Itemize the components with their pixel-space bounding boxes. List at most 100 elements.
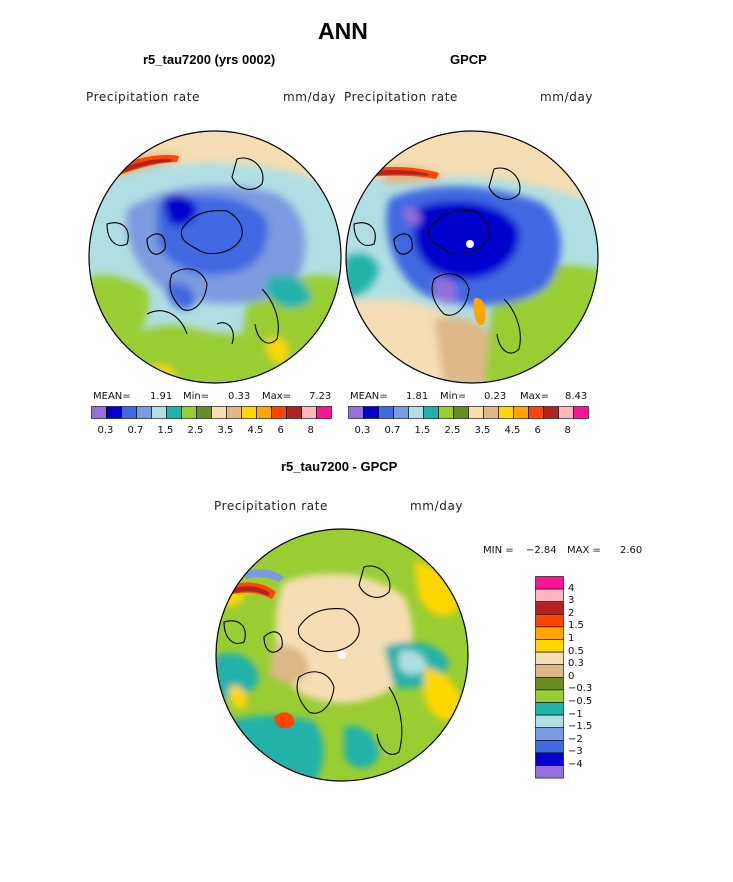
difference-max-value: 2.60: [620, 545, 643, 556]
panel-2-max-value: 8.43: [565, 391, 588, 402]
colorbar-tick-label: 4.5: [504, 425, 521, 436]
panel-2-subtitle: GPCP: [450, 52, 487, 67]
colorbar-swatch: [535, 601, 564, 615]
colorbar-swatch: [535, 689, 564, 703]
colorbar-swatch: [535, 714, 564, 729]
colorbar-tick-label: 1.5: [568, 620, 584, 632]
colorbar-tick-label: 6: [277, 425, 284, 436]
panel-1-subtitle: r5_tau7200 (yrs 0002): [143, 52, 276, 67]
colorbar-swatch: [106, 406, 122, 419]
panel-1-variable: Precipitation rate: [86, 90, 200, 104]
difference-variable: Precipitation rate: [214, 499, 328, 513]
colorbar-swatch: [91, 406, 107, 419]
colorbar-swatch: [196, 406, 212, 419]
colorbar-tick-label: −1.5: [568, 721, 593, 733]
map-model: [88, 130, 342, 384]
panel-2-variable: Precipitation rate: [344, 90, 458, 104]
colorbar-swatch: [535, 639, 564, 653]
colorbar-tick-label: 1.5: [157, 425, 174, 436]
panel-1-units: mm/day: [283, 90, 337, 104]
colorbar-tick-label: −3: [568, 746, 583, 758]
panel-1-min-label: Min=: [183, 391, 210, 402]
colorbar-swatch: [393, 406, 409, 419]
colorbar-tick-label: 0: [568, 670, 575, 682]
colorbar-swatch: [528, 406, 544, 419]
colorbar-swatch: [301, 406, 317, 419]
colorbar-tick-label: 3: [568, 595, 575, 607]
colorbar-tick-label: 8: [564, 425, 571, 436]
colorbar-tick-label: −2: [568, 733, 583, 745]
colorbar-tick-label: 1: [568, 633, 575, 644]
colorbar-tick-label: 0.7: [384, 425, 401, 436]
difference-subtitle: r5_tau7200 - GPCP: [281, 459, 398, 474]
colorbar-swatch: [166, 406, 182, 419]
colorbar-swatch: [543, 406, 559, 419]
colorbar-tick-label: 0.3: [568, 658, 584, 670]
map-gpcp: [345, 130, 599, 384]
colorbar-swatch: [535, 576, 564, 590]
panel-1-mean-label: MEAN=: [93, 391, 131, 402]
panel-2-min-value: 0.23: [484, 391, 507, 402]
colorbar-swatch: [483, 406, 499, 419]
colorbar-swatch: [558, 406, 574, 419]
difference-min-label: MIN =: [483, 545, 514, 556]
map-difference: [215, 528, 469, 782]
colorbar-tick-label: 1.5: [414, 425, 431, 436]
colorbar-swatch: [535, 651, 564, 665]
colorbar-tick-label: 6: [534, 425, 541, 436]
colorbar-swatch: [438, 406, 454, 419]
colorbar-swatch: [513, 406, 529, 419]
colorbar-swatch: [535, 664, 564, 678]
page-title: ANN: [318, 18, 368, 44]
colorbar-tick-label: 8: [307, 425, 314, 436]
colorbar-swatch: [121, 406, 137, 419]
difference-units: mm/day: [410, 499, 464, 513]
panel-1-min-value: 0.33: [228, 391, 251, 402]
colorbar-tick-label: 4: [568, 582, 575, 594]
difference-min-value: −2.84: [526, 545, 557, 556]
colorbar-tick-label: 0.3: [354, 425, 371, 436]
colorbar-swatch: [498, 406, 514, 419]
panel-1-mean-value: 1.91: [150, 391, 173, 402]
difference-max-label: MAX =: [567, 545, 601, 556]
colorbar-swatch: [286, 406, 302, 419]
colorbar-swatch: [535, 613, 564, 628]
colorbar-swatch: [316, 406, 332, 419]
panel-2-units: mm/day: [540, 90, 594, 104]
colorbar-swatch: [408, 406, 424, 419]
colorbar-swatch: [468, 406, 484, 419]
colorbar-swatch: [535, 752, 564, 766]
colorbar-swatch: [453, 406, 469, 419]
colorbar-tick-label: 3.5: [474, 425, 491, 436]
colorbar-swatch: [535, 702, 564, 716]
colorbar-swatch: [535, 740, 564, 754]
colorbar-tick-label: −0.3: [568, 683, 593, 695]
colorbar-model: [91, 406, 332, 419]
colorbar-swatch: [348, 406, 364, 419]
colorbar-tick-label: 2: [568, 607, 575, 619]
colorbar-swatch: [181, 406, 197, 419]
colorbar-swatch: [226, 406, 242, 419]
colorbar-tick-label: −0.5: [568, 696, 593, 707]
colorbar-swatch: [271, 406, 287, 419]
colorbar-tick-label: 3.5: [217, 425, 234, 436]
colorbar-swatch: [535, 765, 564, 779]
colorbar-tick-label: 2.5: [444, 425, 461, 436]
colorbar-tick-label: −4: [568, 759, 583, 770]
colorbar-gpcp: [348, 406, 589, 419]
colorbar-swatch: [151, 406, 167, 419]
panel-2-max-label: Max=: [520, 391, 550, 402]
colorbar-swatch: [573, 406, 589, 419]
panel-2-mean-label: MEAN=: [350, 391, 388, 402]
colorbar-swatch: [535, 626, 564, 640]
colorbar-swatch: [535, 727, 564, 741]
colorbar-tick-label: 0.3: [97, 425, 114, 436]
colorbar-tick-label: 0.7: [127, 425, 144, 436]
panel-1-max-value: 7.23: [309, 391, 332, 402]
colorbar-swatch: [535, 677, 564, 691]
colorbar-swatch: [535, 588, 564, 603]
panel-2-min-label: Min=: [440, 391, 467, 402]
colorbar-swatch: [136, 406, 152, 419]
colorbar-swatch: [211, 406, 227, 419]
colorbar-swatch: [256, 406, 272, 419]
